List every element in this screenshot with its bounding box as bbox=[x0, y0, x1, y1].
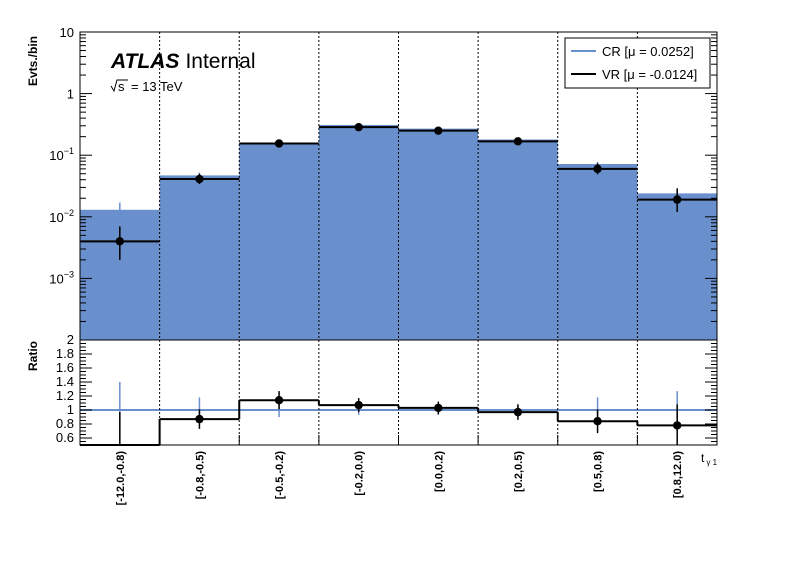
vr-point bbox=[115, 237, 125, 246]
cr-bar bbox=[159, 175, 240, 340]
ratio-tick-label: 1.2 bbox=[56, 388, 74, 403]
vr-point bbox=[513, 137, 523, 146]
cr-bar bbox=[398, 128, 479, 340]
sqrt-s-label: s bbox=[118, 79, 125, 94]
x-category-label: [0.0,0.2) bbox=[433, 451, 445, 492]
ratio-tick-label: 2 bbox=[67, 332, 74, 347]
ratio-tick-label: 1.8 bbox=[56, 346, 74, 361]
legend-label: VR [μ = -0.0124] bbox=[602, 67, 697, 82]
y-tick-label: 10−2 bbox=[49, 208, 74, 225]
x-category-label: [0.2,0.5) bbox=[513, 451, 525, 492]
ratio-tick-label: 1.4 bbox=[56, 374, 74, 389]
ratio-point bbox=[434, 403, 443, 413]
vr-point bbox=[593, 164, 602, 174]
cr-bar bbox=[318, 124, 399, 340]
sqrt-icon bbox=[110, 79, 128, 93]
vr-point bbox=[195, 174, 204, 184]
vr-point bbox=[354, 122, 363, 132]
legend-box bbox=[564, 37, 711, 89]
vr-point bbox=[672, 195, 682, 204]
ratio-point bbox=[354, 400, 363, 410]
ratio-tick-label: 1.6 bbox=[56, 360, 74, 375]
energy-label: = 13 TeV bbox=[131, 79, 183, 94]
ratio-point bbox=[195, 414, 204, 424]
cr-bar bbox=[557, 163, 638, 340]
y-axis-title: Evts./bin bbox=[26, 36, 40, 86]
y-tick-label: 10−3 bbox=[49, 269, 74, 286]
cr-bar bbox=[637, 193, 717, 340]
cr-bar bbox=[239, 144, 319, 340]
ratio-point bbox=[274, 396, 284, 405]
x-category-label: [-12.0,-0.8) bbox=[115, 451, 127, 506]
ratio-axis-title: Ratio bbox=[26, 341, 40, 371]
ratio-point bbox=[593, 417, 602, 426]
ratio-point bbox=[513, 407, 523, 417]
x-category-label: [0.8,12.0) bbox=[672, 451, 684, 498]
x-category-label: [-0.5,-0.2) bbox=[274, 451, 286, 500]
x-category-label: [-0.8,-0.5) bbox=[194, 451, 206, 500]
ratio-tick-label: 0.8 bbox=[56, 416, 74, 431]
y-tick-label: 10 bbox=[60, 25, 74, 40]
y-tick-label: 1 bbox=[67, 87, 74, 102]
vr-point bbox=[434, 126, 443, 135]
vr-point bbox=[274, 139, 284, 148]
atlas-label: ATLAS Internal bbox=[110, 50, 255, 73]
x-category-label: [0.5,0.8) bbox=[593, 451, 605, 492]
ratio-point bbox=[672, 421, 682, 430]
x-category-label: [-0.2,0.0) bbox=[354, 451, 366, 496]
ratio-tick-label: 1 bbox=[67, 402, 74, 417]
ratio-tick-label: 0.6 bbox=[56, 430, 74, 445]
y-tick-label: 10−1 bbox=[49, 146, 74, 163]
cr-bar bbox=[478, 139, 558, 340]
legend-label: CR [μ = 0.0252] bbox=[602, 44, 694, 59]
